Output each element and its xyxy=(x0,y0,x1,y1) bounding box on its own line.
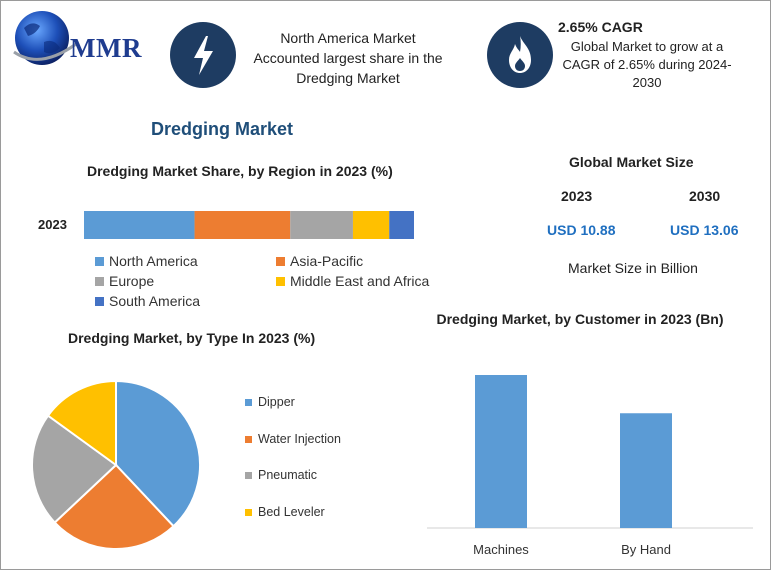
highlight2-line: Global Market to grow at a xyxy=(570,39,724,54)
legend-south-america: South America xyxy=(95,293,200,309)
highlight-north-america: North America Market Accounted largest s… xyxy=(236,28,460,88)
legend-water-injection: Water Injection xyxy=(245,432,341,446)
legend-swatch xyxy=(245,435,252,443)
highlight1-line: North America Market xyxy=(280,30,416,46)
customer-bar xyxy=(475,375,527,528)
legend-swatch xyxy=(95,256,104,266)
legend-pneumatic: Pneumatic xyxy=(245,468,317,482)
legend-asia-pacific: Asia-Pacific xyxy=(276,253,363,269)
type-chart-title: Dredging Market, by Type In 2023 (%) xyxy=(68,330,316,346)
legend-bed-leveler: Bed Leveler xyxy=(245,505,325,519)
region-stacked-bar-chart xyxy=(84,211,414,239)
customer-bar-chart: Machines By Hand xyxy=(427,375,753,557)
legend-swatch xyxy=(276,276,285,286)
legend-swatch xyxy=(276,256,285,266)
highlight1-line: Dredging Market xyxy=(296,70,400,86)
x-tick-label: Machines xyxy=(473,542,529,557)
market-size-title: Global Market Size xyxy=(569,154,694,170)
legend-label: Middle East and Africa xyxy=(290,273,430,289)
legend-dipper: Dipper xyxy=(245,395,295,409)
highlight-cagr: Global Market to grow at a CAGR of 2.65%… xyxy=(553,38,741,92)
legend-label: Bed Leveler xyxy=(258,505,325,519)
lightning-icon-badge xyxy=(170,22,236,88)
region-bar-segment xyxy=(352,211,390,239)
legend-label: Dipper xyxy=(258,395,295,409)
flame-icon xyxy=(509,36,531,73)
logo-text: MMR xyxy=(70,33,142,63)
customer-bar xyxy=(620,413,672,528)
legend-swatch xyxy=(245,471,252,479)
legend-swatch xyxy=(95,276,104,286)
legend-label: Europe xyxy=(109,273,155,289)
customer-chart-title: Dredging Market, by Customer in 2023 (Bn… xyxy=(436,311,724,327)
highlight2-line: CAGR of 2.65% during 2024- xyxy=(562,57,732,72)
cagr-title: 2.65% CAGR xyxy=(558,19,643,35)
pie-slice xyxy=(115,379,201,528)
legend-middle-east-africa: Middle East and Africa xyxy=(276,273,429,289)
legend-swatch xyxy=(245,508,252,516)
region-bar-category-label: 2023 xyxy=(38,217,67,232)
region-chart-title: Dredging Market Share, by Region in 2023… xyxy=(87,163,393,179)
market-size-year-2023: 2023 xyxy=(561,188,593,204)
legend-label: Water Injection xyxy=(258,432,341,446)
legend-north-america: North America xyxy=(95,253,198,269)
lightning-icon xyxy=(194,36,213,75)
main-title: Dredging Market xyxy=(151,119,294,139)
region-bar-segment xyxy=(84,211,195,239)
legend-label: Pneumatic xyxy=(258,468,318,482)
pie-slice xyxy=(31,414,118,524)
highlight2-line: 2030 xyxy=(632,75,662,90)
region-bar-segment xyxy=(194,211,291,239)
x-tick-label: By Hand xyxy=(621,542,671,557)
highlight1-line: Accounted largest share in the xyxy=(253,50,443,66)
legend-swatch xyxy=(245,398,252,406)
pie-slice xyxy=(53,463,175,550)
legend-swatch xyxy=(95,296,104,306)
market-size-note: Market Size in Billion xyxy=(568,260,698,276)
globe-logo-icon xyxy=(13,11,77,65)
legend-label: North America xyxy=(109,253,198,269)
legend-europe: Europe xyxy=(95,273,154,289)
legend-label: South America xyxy=(109,293,201,309)
legend-label: Asia-Pacific xyxy=(290,253,364,269)
type-pie-chart xyxy=(31,379,201,550)
market-size-value-2023: USD 10.88 xyxy=(547,222,616,238)
region-bar-segment xyxy=(290,211,353,239)
market-size-value-2030: USD 13.06 xyxy=(670,222,739,238)
region-bar-segment xyxy=(389,211,414,239)
market-size-year-2030: 2030 xyxy=(689,188,721,204)
pie-slice xyxy=(46,379,117,467)
flame-icon-badge xyxy=(487,22,553,88)
